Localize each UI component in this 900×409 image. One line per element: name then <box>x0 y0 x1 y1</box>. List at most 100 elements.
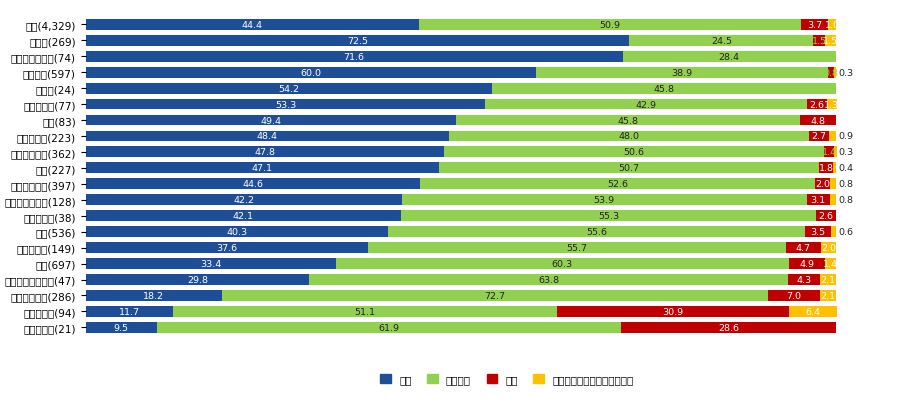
Text: 60.3: 60.3 <box>552 259 573 268</box>
Text: 50.6: 50.6 <box>624 148 644 157</box>
Bar <box>86 258 336 270</box>
Text: 52.6: 52.6 <box>607 180 628 189</box>
Bar <box>86 274 309 285</box>
Bar <box>828 67 833 79</box>
Bar <box>829 131 836 142</box>
Text: 2.0: 2.0 <box>821 243 836 252</box>
Text: 38.9: 38.9 <box>671 68 692 77</box>
Text: 3.7: 3.7 <box>807 21 822 30</box>
Text: 45.8: 45.8 <box>617 116 638 125</box>
Bar <box>485 99 807 110</box>
Bar <box>834 147 837 158</box>
Text: 30.9: 30.9 <box>662 307 683 316</box>
Text: 9.5: 9.5 <box>113 323 129 332</box>
Bar <box>832 163 836 174</box>
Bar <box>557 306 788 317</box>
Text: 63.8: 63.8 <box>538 275 559 284</box>
Bar <box>86 163 439 174</box>
Bar <box>367 243 786 254</box>
Text: 44.4: 44.4 <box>241 21 263 30</box>
Text: 1.5: 1.5 <box>823 37 838 46</box>
Bar <box>86 36 629 47</box>
Text: 0.3: 0.3 <box>838 68 853 77</box>
Bar <box>492 83 836 94</box>
Text: 45.8: 45.8 <box>653 84 674 93</box>
Text: 55.3: 55.3 <box>598 212 619 221</box>
Text: 2.1: 2.1 <box>821 291 835 300</box>
Text: 33.4: 33.4 <box>200 259 221 268</box>
Bar <box>86 211 401 222</box>
Bar <box>86 306 174 317</box>
Bar <box>809 131 829 142</box>
Bar <box>86 131 449 142</box>
Text: 29.8: 29.8 <box>187 275 208 284</box>
Bar <box>86 20 418 31</box>
Text: 0.4: 0.4 <box>838 164 853 173</box>
Text: 50.9: 50.9 <box>599 21 620 30</box>
Bar <box>222 290 768 301</box>
Bar <box>805 227 832 238</box>
Bar <box>418 20 800 31</box>
Bar <box>825 258 836 270</box>
Bar <box>786 243 821 254</box>
Bar <box>401 211 816 222</box>
Text: 42.1: 42.1 <box>233 212 254 221</box>
Bar <box>788 306 837 317</box>
Text: 2.6: 2.6 <box>819 212 833 221</box>
Text: 42.2: 42.2 <box>233 196 255 205</box>
Bar <box>800 20 828 31</box>
Bar <box>86 115 456 126</box>
Text: 2.1: 2.1 <box>821 275 835 284</box>
Bar <box>820 274 836 285</box>
Bar <box>86 67 536 79</box>
Bar <box>623 52 836 63</box>
Text: 18.2: 18.2 <box>143 291 165 300</box>
Text: 40.3: 40.3 <box>226 228 248 236</box>
Text: 0.9: 0.9 <box>838 132 853 141</box>
Bar <box>629 36 814 47</box>
Bar <box>814 179 830 190</box>
Bar <box>439 163 819 174</box>
Text: 53.3: 53.3 <box>274 100 296 109</box>
Text: 0.8: 0.8 <box>838 196 853 205</box>
Text: 2.6: 2.6 <box>810 100 824 109</box>
Bar <box>86 147 445 158</box>
Text: 4.7: 4.7 <box>796 243 811 252</box>
Bar <box>402 195 806 206</box>
Bar <box>788 258 825 270</box>
Text: 47.8: 47.8 <box>255 148 275 157</box>
Text: 55.6: 55.6 <box>586 228 607 236</box>
Text: 24.5: 24.5 <box>711 37 732 46</box>
Text: 47.1: 47.1 <box>252 164 273 173</box>
Bar <box>621 322 836 333</box>
Text: 72.5: 72.5 <box>347 37 368 46</box>
Bar <box>814 36 824 47</box>
Bar <box>824 147 834 158</box>
Text: 28.4: 28.4 <box>719 53 740 61</box>
Bar <box>336 258 788 270</box>
Bar <box>833 67 836 79</box>
Text: 1.4: 1.4 <box>822 148 837 157</box>
Bar <box>828 20 836 31</box>
Bar <box>820 290 836 301</box>
Bar <box>832 227 836 238</box>
Bar <box>86 83 492 94</box>
Text: 0.3: 0.3 <box>839 148 854 157</box>
Bar <box>86 243 367 254</box>
Text: 3.1: 3.1 <box>811 196 825 205</box>
Bar <box>830 195 836 206</box>
Text: 60.0: 60.0 <box>300 68 321 77</box>
Text: 0.8: 0.8 <box>838 180 853 189</box>
Bar <box>788 274 820 285</box>
Bar <box>86 290 222 301</box>
Bar <box>768 290 820 301</box>
Bar <box>536 67 828 79</box>
Text: 0.6: 0.6 <box>838 228 853 236</box>
Bar <box>824 36 836 47</box>
Bar <box>800 115 836 126</box>
Text: 1.4: 1.4 <box>824 259 838 268</box>
Bar <box>86 179 420 190</box>
Bar <box>821 243 836 254</box>
Bar <box>449 131 809 142</box>
Text: 1.0: 1.0 <box>824 21 840 30</box>
